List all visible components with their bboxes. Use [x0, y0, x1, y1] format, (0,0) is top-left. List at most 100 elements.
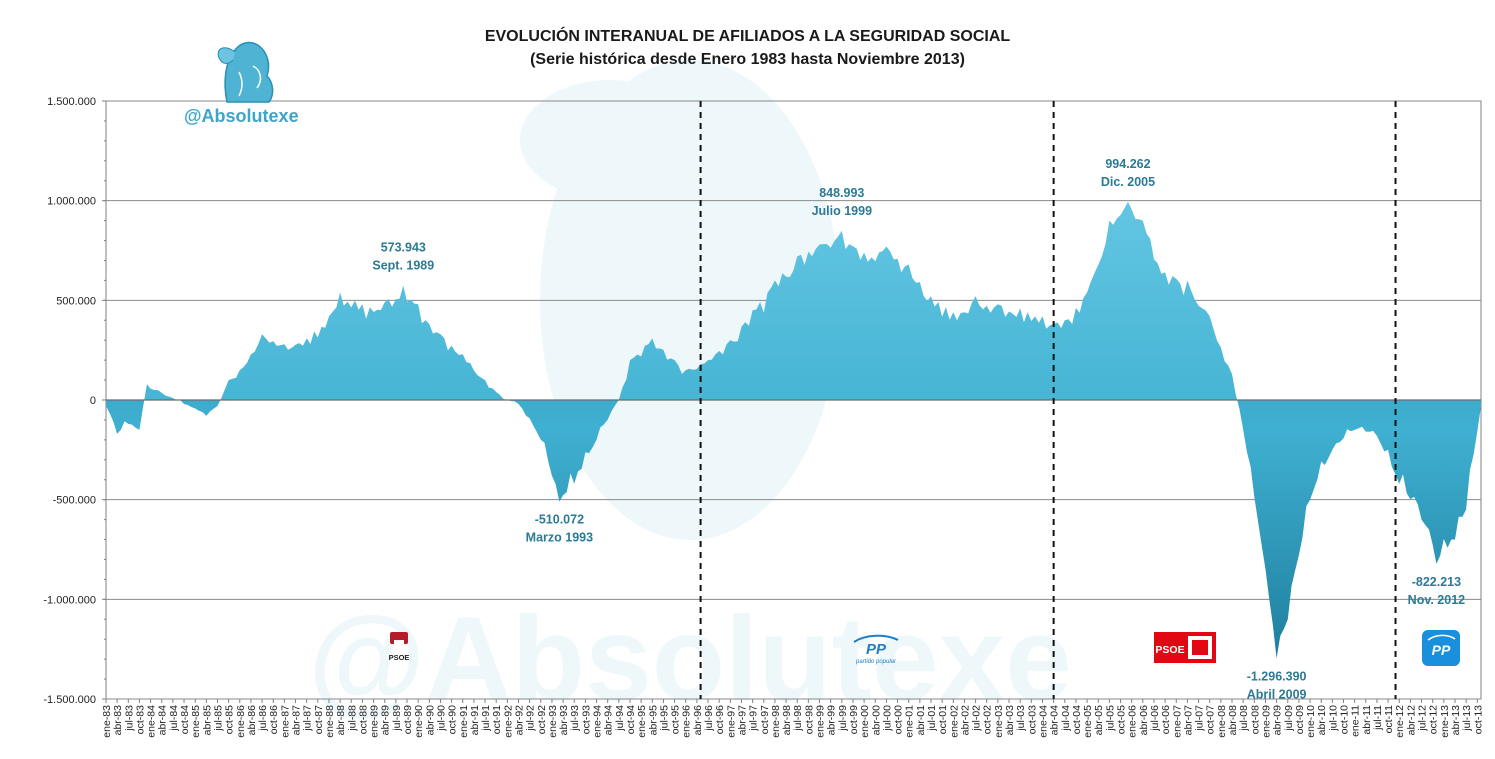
x-tick-label: ene-92	[502, 705, 514, 738]
x-tick-label: oct-98	[803, 705, 815, 734]
x-tick-label: jul-89	[391, 705, 403, 732]
peak-annotation: 994.262 Dic. 2005	[1101, 157, 1155, 189]
x-tick-label: jul-90	[435, 705, 447, 732]
x-tick-label: oct-85	[224, 705, 236, 734]
x-tick-label: oct-96	[714, 705, 726, 734]
annotation-date: Abril 2009	[1247, 687, 1307, 701]
x-tick-label: jul-86	[257, 705, 269, 732]
x-tick-label: ene-03	[993, 705, 1005, 738]
x-tick-label: abr-84	[157, 705, 169, 736]
x-tick-label: jul-83	[123, 705, 135, 732]
x-tick-label: ene-85	[190, 705, 202, 738]
annotation-value: -1.296.390	[1247, 669, 1307, 683]
x-tick-label: ene-13	[1439, 705, 1451, 738]
x-tick-label: abr-05	[1093, 705, 1105, 736]
author-handle: @Absolutexe	[184, 106, 299, 126]
y-tick-label: 1.500.000	[47, 96, 96, 108]
area-positive	[106, 201, 1481, 400]
pp-logo-icon: PP	[1422, 630, 1460, 666]
x-tick-label: ene-97	[725, 705, 737, 738]
x-tick-label: ene-07	[1171, 705, 1183, 738]
y-tick-label: -1.000.000	[43, 594, 96, 606]
x-tick-label: abr-96	[692, 705, 704, 736]
x-tick-label: ene-99	[815, 705, 827, 738]
x-tick-label: ene-01	[904, 705, 916, 738]
x-tick-label: jul-11	[1372, 705, 1384, 731]
x-tick-label: abr-93	[558, 705, 570, 736]
x-tick-label: abr-89	[380, 705, 392, 736]
peak-annotation: -1.296.390 Abril 2009	[1247, 669, 1307, 701]
y-axis: 1.500.000 1.000.000 500.000 0 -500.000 -1.000…	[43, 96, 106, 706]
x-tick-label: oct-07	[1205, 705, 1217, 734]
x-tick-label: jul-13	[1461, 705, 1473, 732]
x-tick-label: abr-09	[1272, 705, 1284, 736]
x-tick-label: abr-92	[514, 705, 526, 736]
x-tick-label: abr-06	[1138, 705, 1150, 736]
x-tick-label: oct-88	[357, 705, 369, 734]
x-tick-label: abr-95	[647, 705, 659, 736]
x-tick-label: jul-95	[658, 705, 670, 732]
x-tick-label: oct-04	[1071, 705, 1083, 734]
annotation-date: Sept. 1989	[372, 259, 434, 273]
x-tick-label: jul-05	[1104, 705, 1116, 732]
chart-subtitle: (Serie histórica desde Enero 1983 hasta …	[530, 51, 965, 68]
x-tick-label: abr-91	[469, 705, 481, 736]
chart-title: EVOLUCIÓN INTERANUAL DE AFILIADOS A LA S…	[484, 28, 1011, 45]
x-tick-label: oct-94	[625, 705, 637, 734]
x-tick-label: oct-05	[1116, 705, 1128, 734]
x-tick-label: ene-84	[146, 705, 158, 738]
x-tick-label: ene-06	[1127, 705, 1139, 738]
x-tick-label: jul-87	[302, 705, 314, 732]
y-tick-label: -1.500.000	[43, 694, 96, 706]
x-tick-label: jul-03	[1015, 705, 1027, 732]
x-tick-label: abr-94	[603, 705, 615, 736]
x-tick-label: ene-08	[1216, 705, 1228, 738]
x-tick-label: oct-00	[893, 705, 905, 734]
psoe-logo-text: PSOE	[389, 653, 410, 662]
x-tick-label: abr-00	[870, 705, 882, 736]
y-tick-label: -500.000	[53, 495, 96, 507]
x-tick-label: oct-92	[536, 705, 548, 734]
y-tick-label: 500.000	[56, 295, 96, 307]
x-tick-label: abr-97	[736, 705, 748, 736]
x-tick-label: jul-97	[748, 705, 760, 732]
x-tick-label: abr-10	[1316, 705, 1328, 736]
x-tick-label: oct-90	[447, 705, 459, 734]
x-tick-label: jul-85	[212, 705, 224, 732]
pp-logo-text: PP	[866, 641, 887, 658]
x-tick-label: ene-95	[636, 705, 648, 738]
x-tick-label: ene-86	[235, 705, 247, 738]
x-tick-label: jul-04	[1060, 705, 1072, 732]
area-negative	[106, 400, 1481, 659]
x-tick-label: ene-10	[1305, 705, 1317, 738]
x-tick-label: ene-96	[681, 705, 693, 738]
x-tick-label: abr-03	[1004, 705, 1016, 736]
x-tick-label: jul-07	[1194, 705, 1206, 732]
x-tick-label: ene-90	[413, 705, 425, 738]
x-tick-label: oct-87	[313, 705, 325, 734]
x-tick-label: oct-91	[491, 705, 503, 734]
x-tick-label: abr-85	[201, 705, 213, 736]
annotation-value: 573.943	[381, 241, 426, 255]
annotation-date: Marzo 1993	[526, 531, 593, 545]
x-tick-label: jul-96	[703, 705, 715, 732]
annotation-date: Dic. 2005	[1101, 175, 1155, 189]
x-tick-label: oct-03	[1026, 705, 1038, 734]
x-tick-label: oct-13	[1472, 705, 1484, 734]
x-tick-label: jul-00	[881, 705, 893, 732]
x-tick-label: jul-99	[837, 705, 849, 732]
peak-annotation: -510.072 Marzo 1993	[526, 513, 593, 545]
x-tick-label: ene-09	[1260, 705, 1272, 738]
x-tick-label: abr-04	[1049, 705, 1061, 736]
x-tick-label: abr-86	[246, 705, 258, 736]
annotation-date: Nov. 2012	[1408, 593, 1465, 607]
x-tick-label: jul-92	[525, 705, 537, 732]
x-tick-label: abr-90	[424, 705, 436, 736]
x-tick-label: oct-97	[759, 705, 771, 734]
x-tick-label: jul-98	[792, 705, 804, 732]
x-tick-label: oct-09	[1294, 705, 1306, 734]
x-tick-label: abr-83	[112, 705, 124, 736]
